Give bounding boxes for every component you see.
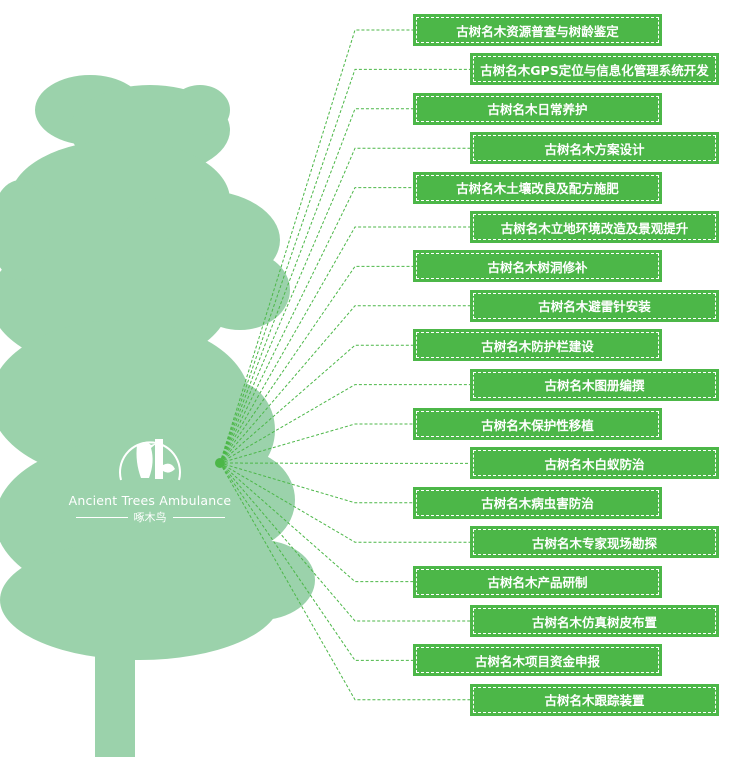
connector-line [219,226,470,464]
divider [172,516,225,518]
service-box: 古树名木保护性移植 [413,408,662,440]
connector-line [219,108,413,464]
service-label: 古树名木产品研制 [416,568,659,595]
connector-line [219,265,413,464]
woodpecker-on-tree-icon [119,439,181,481]
service-box: 古树名木项目资金申报 [413,644,662,677]
service-label: 古树名木GPS定位与信息化管理系统开发 [473,56,716,83]
connector-line [219,187,413,464]
service-label: 古树名木白蚁防治 [473,450,716,477]
service-box: 古树名木病虫害防治 [413,486,662,519]
service-box: 古树名木资源普查与树龄鉴定 [413,14,662,46]
connector-line [219,68,470,464]
connector-line [219,462,470,701]
connector-line [219,344,413,464]
service-label: 古树名木树洞修补 [416,253,659,280]
connector-line [219,423,413,464]
connector-line [219,384,470,464]
brand-name-chinese: 啄木鸟 [133,511,167,524]
connector-line [219,462,413,583]
service-label: 古树名木保护性移植 [416,411,659,437]
service-box: 古树名木日常养护 [413,92,662,125]
logo: Ancient Trees Ambulance 啄木鸟 [60,425,240,525]
service-label: 古树名木图册编撰 [473,371,716,398]
connector-line [219,305,470,464]
service-box: 古树名木图册编撰 [470,368,719,401]
service-label: 古树名木日常养护 [416,95,659,122]
service-label: 古树名木避雷针安装 [473,292,716,319]
service-label: 古树名木防护栏建设 [416,332,659,359]
divider [75,516,128,518]
service-label: 古树名木跟踪装置 [473,686,716,713]
service-box: 古树名木方案设计 [470,132,719,165]
service-box: 古树名木GPS定位与信息化管理系统开发 [470,53,719,86]
service-label: 古树名木专家现场勘探 [473,529,716,556]
service-label: 古树名木仿真树皮布置 [473,608,716,634]
service-box: 古树名木白蚁防治 [470,447,719,480]
service-box: 古树名木产品研制 [413,565,662,598]
connector-line [219,462,470,543]
service-label: 古树名木土壤改良及配方施肥 [416,174,659,201]
service-box: 古树名木土壤改良及配方施肥 [413,171,662,204]
service-label: 古树名木资源普查与树龄鉴定 [416,17,659,43]
service-label: 古树名木立地环境改造及景观提升 [473,214,716,240]
service-box: 古树名木立地环境改造及景观提升 [470,211,719,243]
service-label: 古树名木项目资金申报 [416,647,659,674]
service-box: 古树名木专家现场勘探 [470,526,719,559]
connector-line [219,462,413,504]
service-box: 古树名木树洞修补 [413,250,662,283]
connector-line [219,462,470,622]
service-box: 古树名木避雷针安装 [470,289,719,322]
connector-line [219,147,470,464]
tree-canopy [0,75,315,757]
service-box: 古树名木仿真树皮布置 [470,605,719,637]
service-label: 古树名木病虫害防治 [416,489,659,516]
service-box: 古树名木防护栏建设 [413,329,662,362]
service-label: 古树名木方案设计 [473,135,716,162]
service-box: 古树名木跟踪装置 [470,683,719,716]
brand-name-chinese-row: 啄木鸟 [60,509,240,525]
brand-name-english: Ancient Trees Ambulance [68,493,232,508]
connector-line [219,29,413,464]
connector-line [219,462,413,661]
origin-dot [215,458,225,468]
